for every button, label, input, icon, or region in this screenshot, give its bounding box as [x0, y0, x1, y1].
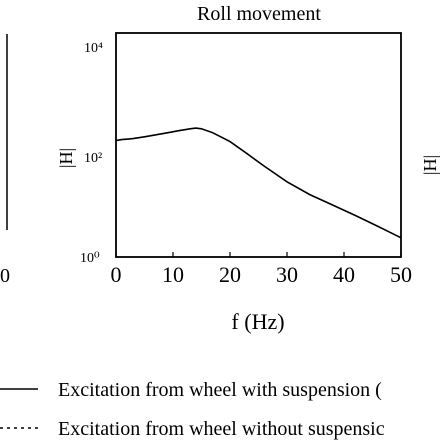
- x-axis-label: f (Hz): [231, 309, 284, 334]
- series-line-0: [115, 127, 402, 239]
- legend-label-with-suspension: Excitation from wheel with suspension (: [58, 379, 382, 401]
- x-tick-label-40: 40: [333, 262, 355, 287]
- plot-area: [115, 32, 402, 258]
- x-tick-label-0: 0: [111, 262, 122, 287]
- legend-label-without-suspension: Excitation from wheel without suspensic: [58, 418, 385, 440]
- x-tick-label-20: 20: [219, 262, 241, 287]
- x-axis-ticks: 0 10 20 30 40 50: [111, 252, 412, 287]
- series-layer: [115, 127, 402, 239]
- y-tick-label-10e4: 10⁴: [84, 41, 103, 56]
- y-tick-label-10e2: 10²: [84, 151, 102, 166]
- y-axis-label: |H|: [56, 148, 76, 168]
- x-tick-label-10: 10: [162, 262, 184, 287]
- x-tick-label-30: 30: [276, 262, 298, 287]
- y-tick-label-10e0: 10⁰: [80, 251, 100, 266]
- chart-title: Roll movement: [197, 3, 321, 25]
- right-neighbor-ylabel: |H|: [420, 155, 440, 175]
- left-neighbor-x-tick: 0: [0, 265, 10, 287]
- legend: Excitation from wheel with suspension ( …: [0, 379, 385, 440]
- x-tick-label-50: 50: [390, 262, 412, 287]
